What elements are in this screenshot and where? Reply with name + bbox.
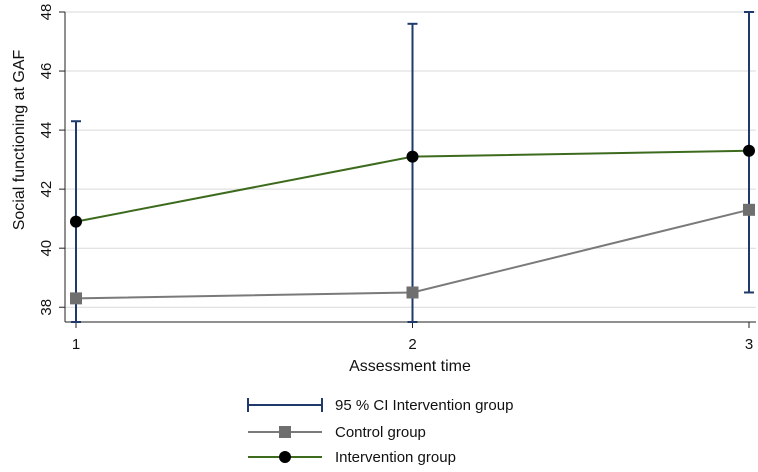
y-axis-title: Social functioning at GAF <box>11 50 28 231</box>
legend-intervention-label: Intervention group <box>335 449 456 466</box>
x-tick-label: 2 <box>408 336 416 353</box>
y-tick-label: 42 <box>38 181 55 198</box>
y-tick-label: 44 <box>38 122 55 139</box>
legend-item-intervention: Intervention group <box>248 449 456 466</box>
control-point <box>406 286 419 299</box>
legend-item-ci: 95 % CI Intervention group <box>247 397 513 414</box>
intervention-point <box>406 150 419 163</box>
y-tick-label: 46 <box>38 63 55 80</box>
intervention-point <box>70 215 82 228</box>
gridlines <box>65 11 756 308</box>
x-axis-title: Assessment time <box>349 358 471 375</box>
x-tick-label: 3 <box>745 336 753 353</box>
legend-intervention-marker <box>279 451 291 463</box>
control-point <box>70 292 82 305</box>
series-group <box>70 144 755 305</box>
y-tick-label: 40 <box>38 240 55 257</box>
legend: 95 % CI Intervention group Control group… <box>247 397 513 466</box>
intervention-point <box>743 144 755 157</box>
legend-control-label: Control group <box>335 424 426 441</box>
control-point <box>743 203 755 216</box>
y-tick-label: 38 <box>38 299 55 316</box>
y-ticks: 38 40 42 44 46 48 <box>38 4 65 316</box>
legend-item-control: Control group <box>248 424 426 441</box>
x-tick-label: 1 <box>72 336 80 353</box>
y-tick-label: 48 <box>38 4 55 21</box>
legend-control-marker <box>279 426 291 438</box>
legend-ci-label: 95 % CI Intervention group <box>335 397 513 414</box>
